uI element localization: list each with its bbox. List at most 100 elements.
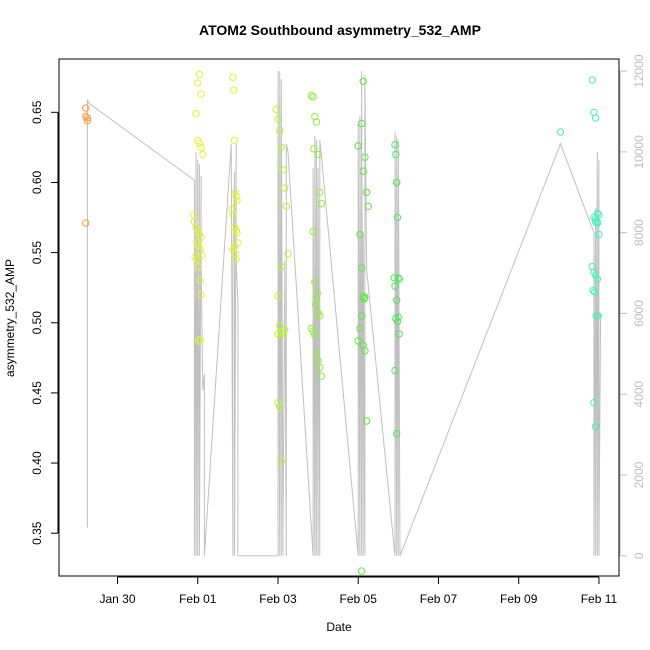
data-point	[194, 241, 203, 250]
data-point	[591, 288, 599, 296]
right-axis-line	[86, 71, 602, 557]
data-point	[229, 246, 237, 254]
data-point	[317, 372, 326, 380]
right-y-tick-label: 12000	[632, 54, 646, 88]
y-tick-label: 0.50	[30, 311, 44, 335]
data-point	[313, 289, 321, 297]
data-point	[354, 337, 362, 345]
data-point	[590, 399, 598, 407]
data-point	[314, 150, 322, 159]
y-tick-label: 0.55	[30, 241, 44, 265]
data-point	[393, 178, 401, 187]
data-point	[392, 150, 400, 159]
data-point	[312, 295, 321, 303]
data-point	[277, 458, 285, 466]
data-point	[195, 70, 204, 79]
data-point	[314, 356, 322, 365]
data-point	[391, 366, 399, 375]
data-point	[364, 202, 372, 211]
data-point	[356, 230, 364, 239]
right-y-tick-label: 6000	[632, 300, 646, 327]
data-point	[281, 184, 289, 192]
data-point	[311, 278, 319, 286]
data-point	[556, 128, 565, 136]
y-axis-label: asymmetry_532_AMP	[3, 259, 17, 377]
right-y-tick-label: 0	[632, 552, 646, 559]
data-point	[83, 114, 92, 122]
data-point	[393, 213, 402, 222]
data-point	[198, 251, 206, 260]
right-y-tick-label: 10000	[632, 135, 646, 169]
y-tick-label: 0.40	[30, 451, 44, 475]
data-point	[309, 227, 317, 236]
data-point	[274, 292, 282, 300]
data-point	[233, 229, 241, 237]
data-point	[593, 275, 601, 283]
data-point	[312, 349, 321, 358]
data-point	[230, 86, 238, 94]
data-point	[231, 250, 240, 258]
data-point	[591, 271, 600, 279]
y-tick-label: 0.45	[30, 381, 44, 405]
data-point	[192, 223, 200, 232]
data-point	[196, 335, 205, 344]
data-point	[232, 255, 240, 264]
data-point	[199, 150, 207, 159]
data-point	[274, 330, 282, 338]
data-point	[194, 79, 202, 87]
data-point	[362, 188, 371, 197]
data-point	[357, 567, 366, 575]
data-point	[357, 264, 366, 272]
plot-frame	[58, 58, 620, 577]
scatter-points	[82, 70, 603, 575]
data-point	[279, 330, 287, 338]
data-point	[284, 250, 292, 258]
data-point	[82, 104, 90, 112]
data-point	[276, 321, 284, 330]
data-point	[391, 140, 399, 149]
data-point	[274, 115, 282, 124]
data-point	[359, 167, 367, 175]
data-point	[357, 312, 366, 320]
data-point	[279, 166, 287, 174]
data-point	[591, 114, 600, 122]
data-point	[588, 76, 596, 84]
right-y-tick-label: 8000	[632, 219, 646, 246]
data-point	[189, 211, 198, 219]
data-point	[197, 291, 205, 299]
right-y-axis: 0 2000 4000 6000 8000 10000 12000	[619, 54, 646, 559]
data-point	[393, 317, 402, 326]
right-y-tick-label: 4000	[632, 381, 646, 408]
data-point	[197, 143, 205, 152]
data-point	[82, 219, 90, 227]
y-axis: 0.35 0.40 0.45 0.50 0.55 0.60 0.65	[30, 100, 59, 545]
data-point	[393, 296, 401, 304]
data-point	[393, 429, 401, 438]
x-tick-label: Feb 11	[581, 592, 618, 606]
data-point	[594, 312, 602, 320]
x-tick-label: Jan 30	[99, 592, 135, 606]
data-point	[197, 233, 205, 241]
right-y-tick-label: 2000	[632, 461, 646, 488]
data-point	[316, 312, 324, 320]
right-axis-series-line	[86, 71, 602, 557]
y-tick-label: 0.65	[30, 100, 44, 124]
data-point	[310, 145, 318, 153]
data-point	[274, 399, 282, 407]
data-point	[276, 126, 284, 135]
data-point	[593, 219, 601, 227]
data-point	[272, 105, 280, 114]
data-point	[317, 199, 326, 208]
x-axis: Jan 30 Feb 01 Feb 03 Feb 05 Feb 07 Feb 09 Feb …	[99, 576, 618, 606]
data-point	[356, 324, 364, 333]
data-point	[361, 293, 369, 302]
x-tick-label: Feb 07	[420, 592, 458, 606]
data-point	[194, 337, 203, 345]
y-tick-label: 0.60	[30, 170, 44, 194]
data-point	[228, 205, 236, 213]
data-point	[233, 197, 241, 205]
data-point	[595, 230, 603, 239]
data-point	[362, 417, 371, 425]
data-point	[354, 142, 362, 150]
